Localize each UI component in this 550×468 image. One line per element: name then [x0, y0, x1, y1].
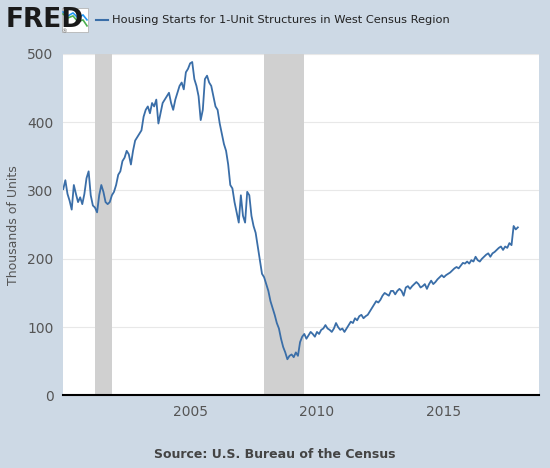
- Bar: [264, 54, 304, 395]
- Text: ®: ®: [61, 30, 67, 35]
- Text: FRED: FRED: [6, 7, 84, 33]
- Y-axis label: Thousands of Units: Thousands of Units: [7, 165, 20, 285]
- FancyBboxPatch shape: [62, 8, 88, 32]
- Text: Source: U.S. Bureau of the Census: Source: U.S. Bureau of the Census: [154, 448, 396, 461]
- Bar: [95, 54, 112, 395]
- Text: Housing Starts for 1-Unit Structures in West Census Region: Housing Starts for 1-Unit Structures in …: [112, 15, 450, 25]
